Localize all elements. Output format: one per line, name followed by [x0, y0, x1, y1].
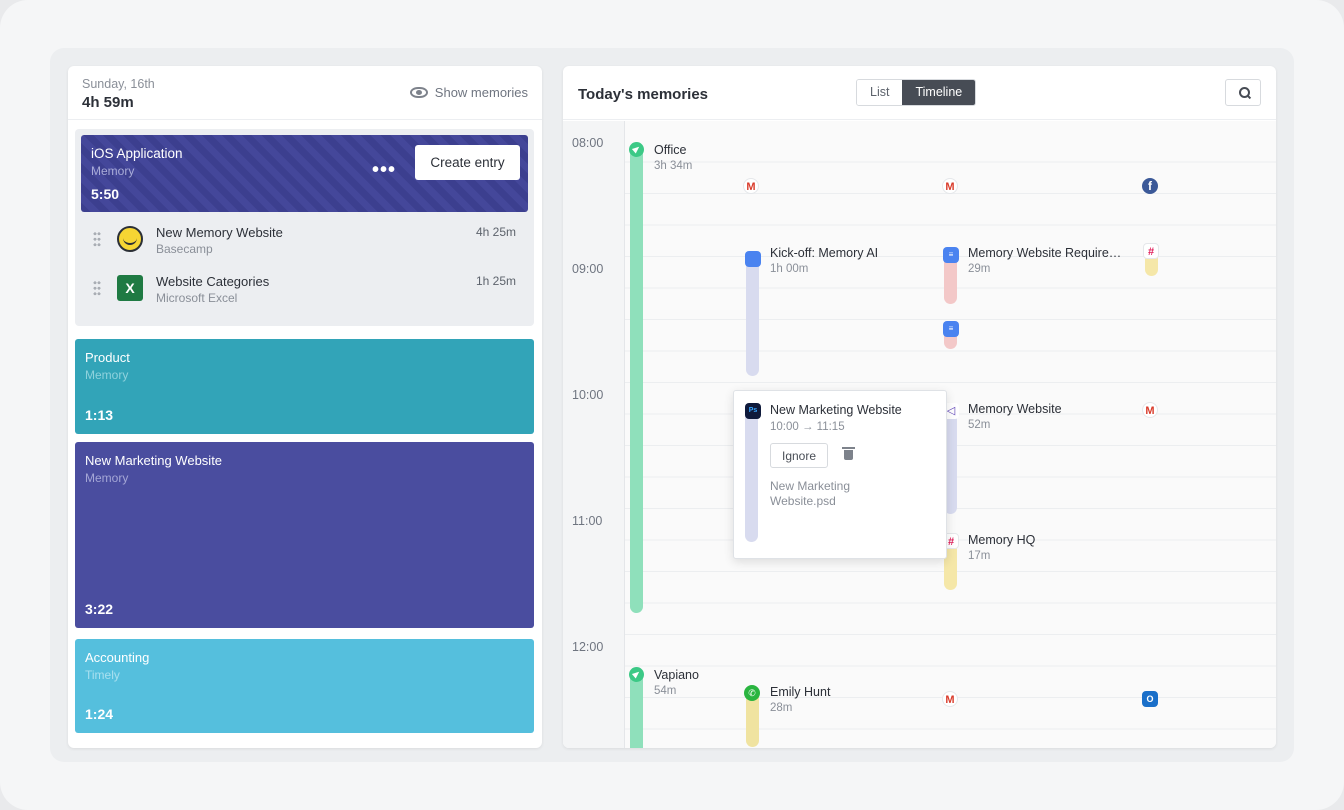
- event-duration: 17m: [968, 550, 991, 562]
- location-bar-vapiano[interactable]: [630, 669, 643, 748]
- popup-bar: [745, 404, 758, 542]
- event-bar-emily-hunt[interactable]: [746, 687, 759, 747]
- entry-name: Website Categories: [156, 274, 270, 289]
- whatsapp-icon: ✆: [744, 685, 760, 701]
- tab-timeline[interactable]: Timeline: [902, 80, 976, 105]
- create-entry-button[interactable]: Create entry: [415, 145, 520, 180]
- memory-detail-popup[interactable]: Ps New Marketing Website 10:00 → 11:15 I…: [733, 390, 947, 559]
- location-pin-icon: [629, 667, 644, 682]
- more-options-icon[interactable]: •••: [372, 159, 397, 181]
- search-button[interactable]: [1225, 79, 1261, 106]
- hour-label: 09:00: [572, 262, 604, 276]
- location-name: Office: [654, 143, 687, 157]
- gmail-icon[interactable]: M: [743, 178, 759, 194]
- project-card-product[interactable]: Product Memory 1:13: [75, 339, 534, 434]
- day-summary-panel: Sunday, 16th 4h 59m Show memories iOS Ap…: [68, 66, 542, 748]
- project-subtitle: Memory: [85, 471, 129, 485]
- slack-icon[interactable]: #: [1143, 243, 1159, 259]
- event-name: Kick-off: Memory AI: [770, 246, 879, 260]
- entry-row[interactable]: New Memory Website Basecamp 4h 25m: [75, 222, 534, 262]
- show-memories-toggle[interactable]: Show memories: [409, 85, 528, 100]
- project-subtitle: Memory: [85, 368, 129, 382]
- google-calendar-icon: [745, 251, 761, 267]
- project-duration: 1:13: [85, 407, 114, 423]
- excel-icon: X: [117, 275, 143, 301]
- popup-time: 10:00 → 11:15: [770, 421, 845, 433]
- location-duration: 3h 34m: [654, 160, 693, 172]
- gmail-icon[interactable]: M: [942, 178, 958, 194]
- location-name: Vapiano: [654, 668, 699, 682]
- entry-duration: 1h 25m: [475, 274, 516, 288]
- event-name: Memory Website: [968, 402, 1062, 416]
- project-card-ios[interactable]: iOS Application Memory 5:50 ••• Create e…: [81, 135, 528, 212]
- popup-title: New Marketing Website: [770, 403, 902, 417]
- event-name: Memory Website Require…: [968, 246, 1122, 260]
- hour-label: 08:00: [572, 136, 604, 150]
- memories-header: Today's memories List Timeline: [563, 66, 1276, 120]
- visual-studio-icon: ◁: [943, 403, 959, 419]
- project-title: iOS Application: [91, 146, 183, 161]
- location-pin-icon: [629, 142, 644, 157]
- hour-label: 10:00: [572, 388, 604, 402]
- project-subtitle: Memory: [91, 164, 135, 178]
- hour-label: 12:00: [572, 640, 604, 654]
- project-card-new-marketing-website[interactable]: New Marketing Website Memory 3:22: [75, 442, 534, 628]
- event-duration: 52m: [968, 419, 991, 431]
- event-name: Memory HQ: [968, 533, 1036, 547]
- hour-gutter: 08:00 09:00 10:00 11:00 12:00: [563, 121, 625, 748]
- location-bar-office[interactable]: [630, 143, 643, 613]
- view-toggle: List Timeline: [856, 79, 977, 106]
- project-subtitle: Timely: [85, 668, 120, 682]
- drag-handle-icon[interactable]: [93, 231, 101, 247]
- google-docs-icon[interactable]: ≡: [943, 321, 959, 337]
- entry-app: Microsoft Excel: [156, 291, 238, 305]
- eye-icon: [409, 87, 428, 98]
- project-title: Accounting: [85, 650, 150, 665]
- day-date: Sunday, 16th: [82, 77, 155, 91]
- project-duration: 5:50: [91, 186, 120, 202]
- event-name: Emily Hunt: [770, 685, 831, 699]
- drag-handle-icon[interactable]: [93, 280, 101, 296]
- location-duration: 54m: [654, 685, 677, 697]
- project-duration: 1:24: [85, 706, 114, 722]
- google-docs-icon: ≡: [943, 247, 959, 263]
- event-bar-memory-website[interactable]: [944, 404, 957, 514]
- entry-duration: 4h 25m: [475, 225, 516, 239]
- memories-title: Today's memories: [578, 86, 709, 103]
- gmail-icon[interactable]: M: [942, 691, 958, 707]
- project-title: Product: [85, 350, 130, 365]
- photoshop-icon: Ps: [745, 403, 761, 419]
- day-header: Sunday, 16th 4h 59m Show memories: [68, 66, 542, 120]
- trash-icon[interactable]: [842, 447, 855, 460]
- popup-file: New Marketing Website.psd: [770, 479, 851, 508]
- event-duration: 29m: [968, 263, 991, 275]
- event-duration: 1h 00m: [770, 263, 809, 275]
- entry-app: Basecamp: [156, 242, 213, 256]
- event-duration: 28m: [770, 702, 793, 714]
- basecamp-icon: [117, 226, 143, 252]
- hour-label: 11:00: [572, 514, 603, 528]
- timeline[interactable]: 08:00 09:00 10:00 11:00 12:00 Office 3h …: [563, 121, 1276, 748]
- project-title: New Marketing Website: [85, 453, 223, 468]
- active-project-group: iOS Application Memory 5:50 ••• Create e…: [75, 129, 534, 326]
- facebook-icon[interactable]: f: [1142, 178, 1158, 194]
- outlook-icon[interactable]: O: [1142, 691, 1158, 707]
- day-total: 4h 59m: [82, 94, 134, 111]
- project-duration: 3:22: [85, 601, 114, 617]
- entry-row[interactable]: X Website Categories Microsoft Excel 1h …: [75, 271, 534, 311]
- entry-name: New Memory Website: [156, 225, 283, 240]
- project-card-accounting[interactable]: Accounting Timely 1:24: [75, 639, 534, 733]
- tab-list[interactable]: List: [857, 80, 903, 105]
- event-bar-kickoff[interactable]: [746, 251, 759, 376]
- ignore-button[interactable]: Ignore: [770, 443, 828, 468]
- show-memories-label: Show memories: [434, 85, 528, 100]
- gmail-icon[interactable]: M: [1142, 402, 1158, 418]
- memories-panel: Today's memories List Timeline 08:00 09:…: [563, 66, 1276, 748]
